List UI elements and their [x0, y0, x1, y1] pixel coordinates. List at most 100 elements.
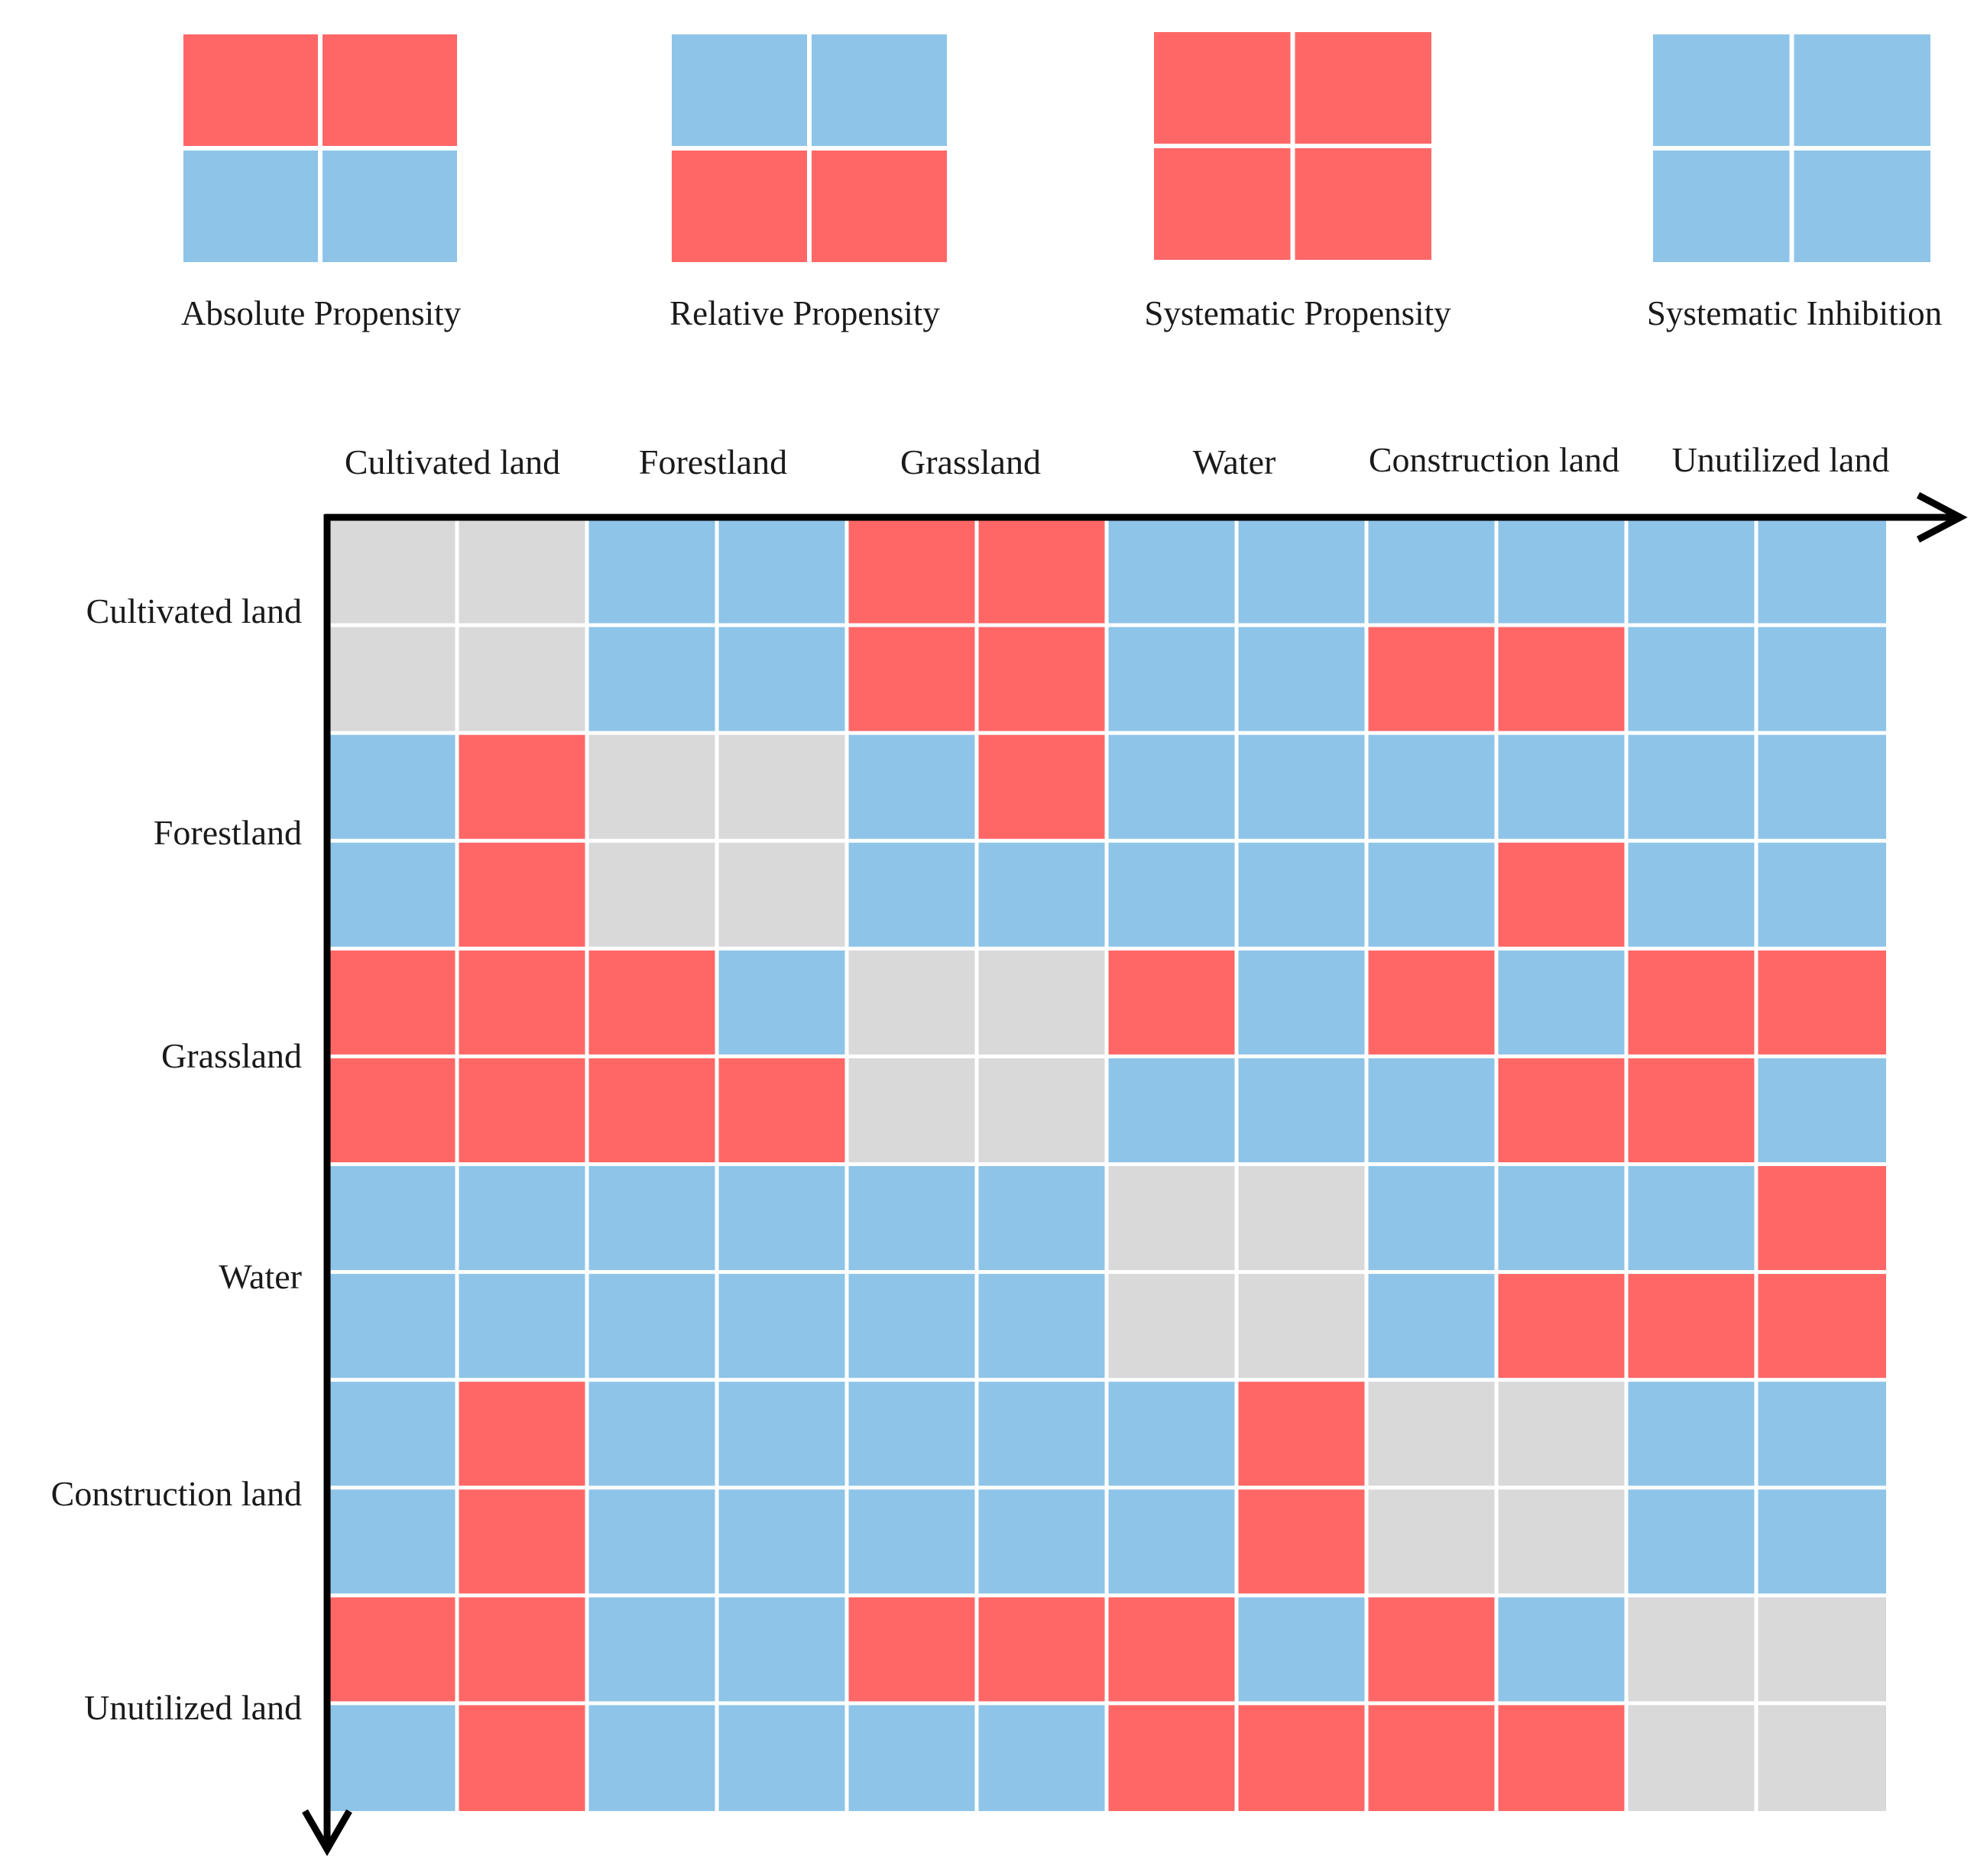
heatmap-cell-r0-c4: [848, 517, 975, 624]
heatmap-cell-r11-c9: [1498, 1705, 1625, 1811]
heatmap-cell-r8-c1: [459, 1382, 585, 1486]
row-label-forestland: Forestland: [154, 813, 302, 852]
legend-swatch: [183, 151, 318, 262]
heatmap-cell-r6-c0: [327, 1166, 455, 1271]
heatmap-cell-r10-c8: [1368, 1597, 1495, 1702]
heatmap-cell-r4-c4: [848, 950, 975, 1055]
heatmap-cell-r4-c11: [1758, 950, 1886, 1055]
heatmap-cell-r9-c11: [1758, 1489, 1886, 1594]
heatmap-cell-r0-c8: [1368, 517, 1495, 624]
heatmap-cell-r2-c0: [327, 734, 455, 839]
heatmap-cell-r10-c2: [588, 1597, 715, 1702]
legend-swatch: [812, 151, 947, 262]
row-label-cultivated-land: Cultivated land: [86, 591, 302, 630]
heatmap-cell-r4-c9: [1498, 950, 1625, 1055]
heatmap-cell-r3-c11: [1758, 842, 1886, 947]
heatmap-cell-r6-c2: [588, 1166, 715, 1271]
heatmap-cell-r8-c6: [1108, 1382, 1235, 1486]
legend-swatch: [1653, 151, 1790, 262]
heatmap-cell-r8-c7: [1238, 1382, 1365, 1486]
heatmap-cell-r4-c0: [327, 950, 455, 1055]
heatmap-cell-r3-c6: [1108, 842, 1235, 947]
heatmap-cell-r7-c9: [1498, 1274, 1625, 1379]
heatmap-cell-r2-c2: [588, 734, 715, 839]
heatmap-cell-r5-c11: [1758, 1058, 1886, 1162]
heatmap-cell-r3-c1: [459, 842, 585, 947]
heatmap-cell-r0-c3: [718, 517, 845, 624]
legend-swatch: [672, 34, 807, 146]
heatmap-cell-r0-c1: [459, 517, 585, 624]
heatmap-cell-r11-c10: [1628, 1705, 1755, 1811]
column-label-water: Water: [1193, 442, 1276, 481]
heatmap-cell-r2-c1: [459, 734, 585, 839]
legend-label: Absolute Propensity: [181, 294, 462, 332]
heatmap-cell-r2-c8: [1368, 734, 1495, 839]
row-label-water: Water: [219, 1257, 302, 1296]
heatmap-cell-r6-c10: [1628, 1166, 1755, 1271]
heatmap-cell-r3-c8: [1368, 842, 1495, 947]
column-label-cultivated-land: Cultivated land: [345, 442, 560, 481]
heatmap-cell-r3-c10: [1628, 842, 1755, 947]
legend-swatch: [1794, 151, 1930, 262]
heatmap-cell-r7-c0: [327, 1274, 455, 1379]
legend-swatch: [1295, 32, 1431, 144]
legend-label: Systematic Inhibition: [1647, 294, 1942, 332]
heatmap-cell-r8-c3: [718, 1382, 845, 1486]
heatmap-cell-r9-c3: [718, 1489, 845, 1594]
heatmap-cell-r7-c7: [1238, 1274, 1365, 1379]
row-label-grassland: Grassland: [161, 1036, 302, 1075]
heatmap-cell-r5-c3: [718, 1058, 845, 1162]
heatmap-cell-r4-c1: [459, 950, 585, 1055]
heatmap-cell-r5-c1: [459, 1058, 585, 1162]
heatmap-cell-r10-c1: [459, 1597, 585, 1702]
legend-swatch: [323, 34, 457, 146]
heatmap-cell-r8-c2: [588, 1382, 715, 1486]
heatmap-cell-r5-c5: [978, 1058, 1105, 1162]
heatmap-cell-r3-c9: [1498, 842, 1625, 947]
heatmap-cell-r7-c2: [588, 1274, 715, 1379]
heatmap-cell-r2-c10: [1628, 734, 1755, 839]
heatmap-cell-r10-c10: [1628, 1597, 1755, 1702]
legend-item-systematic-inhibition: Systematic Inhibition: [1647, 34, 1942, 332]
heatmap-cell-r3-c0: [327, 842, 455, 947]
heatmap-cell-r6-c5: [978, 1166, 1105, 1271]
heatmap-cell-r6-c4: [848, 1166, 975, 1271]
heatmap-cell-r5-c8: [1368, 1058, 1495, 1162]
heatmap-cell-r11-c1: [459, 1705, 585, 1811]
legend-item-systematic-propensity: Systematic Propensity: [1144, 32, 1451, 332]
heatmap-cell-r8-c0: [327, 1382, 455, 1486]
heatmap-cell-r8-c4: [848, 1382, 975, 1486]
heatmap-cell-r8-c8: [1368, 1382, 1495, 1486]
legend-swatch: [812, 34, 947, 146]
heatmap-cell-r11-c6: [1108, 1705, 1235, 1811]
heatmap-cell-r4-c8: [1368, 950, 1495, 1055]
heatmap-cell-r8-c10: [1628, 1382, 1755, 1486]
heatmap-cell-r7-c10: [1628, 1274, 1755, 1379]
heatmap-cell-r10-c0: [327, 1597, 455, 1702]
heatmap-cell-r11-c8: [1368, 1705, 1495, 1811]
heatmap-cell-r5-c6: [1108, 1058, 1235, 1162]
heatmap-cell-r10-c6: [1108, 1597, 1235, 1702]
heatmap-cell-r6-c3: [718, 1166, 845, 1271]
heatmap-cell-r7-c5: [978, 1274, 1105, 1379]
heatmap-cell-r4-c7: [1238, 950, 1365, 1055]
heatmap-cell-r0-c7: [1238, 517, 1365, 624]
heatmap-cell-r1-c11: [1758, 627, 1886, 731]
row-labels: Cultivated land Forestland Grassland Water C…: [51, 591, 302, 1727]
heatmap-cell-r4-c10: [1628, 950, 1755, 1055]
heatmap-cell-r7-c8: [1368, 1274, 1495, 1379]
heatmap-cell-r7-c3: [718, 1274, 845, 1379]
heatmap-cell-r1-c9: [1498, 627, 1625, 731]
row-label-construction-land: Construction land: [51, 1474, 302, 1513]
heatmap-cell-r8-c5: [978, 1382, 1105, 1486]
heatmap-cell-r6-c7: [1238, 1166, 1365, 1271]
heatmap-cell-r11-c7: [1238, 1705, 1365, 1811]
heatmap-cell-r1-c5: [978, 627, 1105, 731]
heatmap-cell-r9-c9: [1498, 1489, 1625, 1594]
heatmap-cell-r1-c7: [1238, 627, 1365, 731]
heatmap-cell-r11-c5: [978, 1705, 1105, 1811]
heatmap-cell-r10-c3: [718, 1597, 845, 1702]
legend-label: Systematic Propensity: [1144, 294, 1451, 332]
heatmap-cell-r3-c4: [848, 842, 975, 947]
